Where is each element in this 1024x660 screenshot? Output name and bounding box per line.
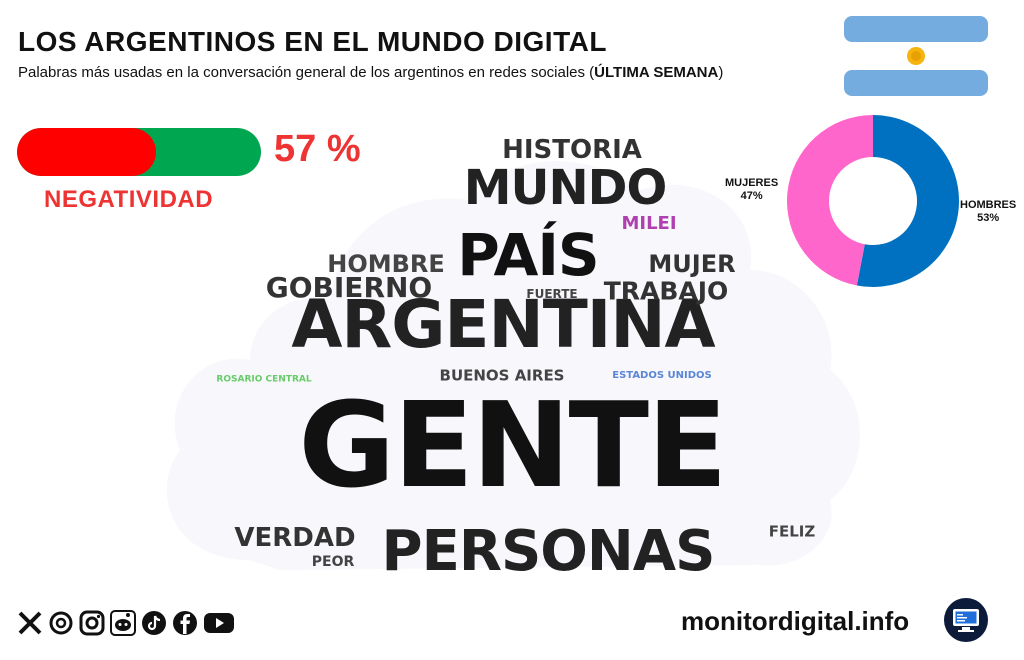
negativity-label: NEGATIVIDAD (44, 186, 214, 213)
cloud-word-mundo: MUNDO (463, 160, 668, 216)
donut-label-hombres-value: 53% (977, 212, 1000, 225)
cloud-word-país: PAÍS (457, 221, 599, 289)
cloud-word-peor: PEOR (311, 554, 355, 570)
donut-slice-hombres (856, 115, 959, 287)
donut-label-hombres-name: HOMBRES (960, 199, 1017, 211)
cloud-word-historia: HISTORIA (502, 135, 642, 165)
subtitle-suffix: ) (718, 64, 724, 81)
cloud-word-milei: MILEI (621, 213, 677, 234)
footer-site[interactable]: monitordigital.info (681, 606, 910, 636)
cloud-word-estados-unidos: ESTADOS UNIDOS (612, 370, 712, 381)
cloud-word-personas: PERSONAS (381, 519, 716, 584)
word-cloud: GENTE ARGENTINA PERSONAS PAÍS MUNDO HISTORIA G… (140, 120, 880, 590)
negativity-value: 57 % (274, 128, 361, 170)
cloud-word-rosario-central: ROSARIO CENTRAL (216, 374, 312, 385)
page-subtitle: Palabras más usadas en la conversación g… (18, 64, 723, 81)
cloud-word-trabajo: TRABAJO (603, 276, 729, 306)
cloud-word-feliz: FELIZ (768, 522, 816, 541)
facebook-icon[interactable] (171, 609, 199, 637)
donut-label-hombres: HOMBRES 53% (960, 199, 1016, 225)
threads-icon[interactable] (47, 609, 75, 637)
instagram-icon[interactable] (78, 609, 106, 637)
argentina-flag-icon (842, 16, 990, 96)
social-icons (16, 609, 236, 637)
cloud-word-buenos-aires: BUENOS AIRES (439, 366, 565, 385)
donut-slice-mujeres (787, 115, 873, 286)
monitor-icon (944, 598, 988, 642)
subtitle-period: ÚLTIMA SEMANA (594, 64, 719, 81)
reddit-icon[interactable] (109, 609, 137, 637)
tiktok-icon[interactable] (140, 609, 168, 637)
donut-label-mujeres: MUJERES 47% (725, 177, 778, 203)
cloud-word-mujer: MUJER (648, 250, 736, 278)
cloud-shape (166, 161, 860, 570)
gender-donut-chart (786, 114, 960, 288)
donut-label-mujeres-name: MUJERES (725, 177, 779, 189)
negativity-bar (17, 128, 261, 176)
donut-svg (787, 115, 959, 287)
subtitle-prefix: Palabras más usadas en la conversación g… (18, 64, 595, 81)
youtube-icon[interactable] (202, 609, 236, 637)
negativity-bar-fill (17, 128, 157, 176)
x-icon[interactable] (16, 609, 44, 637)
cloud-word-argentina: ARGENTINA (291, 286, 715, 363)
cloud-word-verdad: VERDAD (234, 523, 356, 553)
page-title: LOS ARGENTINOS EN EL MUNDO DIGITAL (18, 26, 607, 57)
donut-label-mujeres-value: 47% (740, 190, 763, 203)
cloud-word-fuerte: FUERTE (526, 287, 578, 301)
cloud-word-gente: GENTE (298, 376, 727, 514)
cloud-word-gobierno: GOBIERNO (265, 271, 433, 304)
cloud-word-hombre: HOMBRE (327, 250, 445, 278)
